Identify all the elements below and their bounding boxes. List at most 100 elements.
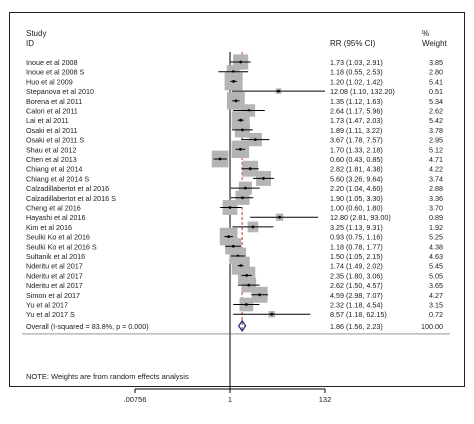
header-study: Study [26,29,46,38]
weight-text: 4.22 [429,165,443,174]
point-estimate [232,80,235,83]
study-label: Calzadillabertot et al 2016 S [26,194,116,203]
point-estimate [244,303,248,306]
weight-text: 2.80 [429,68,443,77]
rr-ci-text: 1.35 (1.12, 1.63) [330,97,383,106]
study-row: Osaki et al 2011 S 3.67 (1.78, 7.57) 2.95 [26,132,443,147]
weight-text: 3.70 [429,204,443,213]
study-row: Calzadillabertot et al 2016 S 1.90 (1.05,… [26,190,443,205]
weight-text: 5.41 [429,77,443,86]
point-estimate [247,283,251,287]
rr-ci-text: 2.35 (1.80, 3.06) [330,271,383,280]
rr-ci-text: 1.00 (0.60, 1.80) [330,204,383,213]
study-label: Simon et al 2017 [26,291,80,300]
weight-text: 5.45 [429,262,443,271]
rr-ci-text: 0.60 (0.43, 0.85) [330,155,383,164]
study-label: Huo et al 2009 [26,77,73,86]
point-estimate [251,225,255,229]
x-tick-label: 1 [228,395,232,404]
rr-ci-text: 1.18 (0.78, 1.77) [330,242,383,251]
weight-text: 0.89 [429,213,443,222]
rr-ci-text: 1.50 (1.05, 2.15) [330,252,383,261]
study-row: Kim et al 2016 3.25 (1.13, 9.31) 1.92 [26,221,443,233]
study-row: Chiang et al 2014 S 5.60 (3.26, 9.64) 3.74 [26,170,443,186]
study-label: Chen et al 2013 [26,155,77,164]
weight-text: 3.78 [429,126,443,135]
point-estimate [253,138,257,142]
rr-ci-text: 0.93 (0.75, 1.16) [330,233,383,242]
study-row: Yu et al 2017 S 8.57 (1.18, 62.15) 0.72 [26,310,443,319]
overall-label: Overall (I-squared = 83.8%, p = 0.000) [26,322,149,331]
rr-ci-text: 1.20 (1.02, 1.42) [330,77,383,86]
rr-ci-text: 3.25 (1.13, 9.31) [330,223,383,232]
point-estimate [270,312,274,316]
rr-ci-text: 1.18 (0.55, 2.53) [330,68,383,77]
study-label: Cheng et al 2016 [26,204,81,213]
point-estimate [231,244,235,248]
x-tick-label: 132 [319,395,332,404]
header-weight: Weight [422,39,448,48]
point-estimate [247,109,251,112]
point-estimate [227,235,231,239]
note-text: NOTE: Weights are from random effects an… [26,372,189,381]
study-label: Yu et al 2017 [26,301,68,310]
weight-text: 3.74 [429,174,443,183]
study-label: Lai et al 2011 [26,116,69,125]
study-row: Borena et al 2011 1.35 (1.12, 1.63) 5.34 [26,91,443,110]
rr-ci-text: 1.70 (1.33, 2.18) [330,145,383,154]
study-row: Chen et al 2013 0.60 (0.43, 0.85) 4.71 [26,150,443,168]
rr-ci-text: 2.64 (1.17, 5.96) [330,107,383,116]
study-row: Cheng et al 2016 1.00 (0.60, 1.80) 3.70 [26,200,443,215]
x-axis: .00756 1 132 [124,388,332,404]
header-rr-ci: RR (95% CI) [330,39,376,48]
study-label: Osaki et al 2011 S [26,136,84,145]
point-estimate [231,70,235,74]
study-label: Nderitu et al 2017 [26,281,83,290]
study-row: Stepanova et al 2010 12.08 (1.10, 132.20)… [26,87,443,96]
study-label: Sultanik et al 2016 [26,252,85,261]
rr-ci-text: 1.73 (1.47, 2.03) [330,116,383,125]
weight-text: 4.63 [429,252,443,261]
rr-ci-text: 2.32 (1.18, 4.54) [330,301,383,310]
weight-text: 5.05 [429,271,443,280]
weight-text: 5.34 [429,97,443,106]
rr-ci-text: 1.74 (1.49, 2.02) [330,262,383,271]
study-row: Chiang et al 2014 2.82 (1.81, 4.38) 4.22 [26,160,443,177]
study-row: Shau et al 2012 1.70 (1.33, 2.18) 5.12 [26,140,443,159]
header-id: ID [26,39,34,48]
study-label: Osaki et al 2011 [26,126,77,135]
study-row: Hayashi et al 2016 12.80 (2.81, 93.00) 0.8… [26,213,443,222]
weight-text: 4.27 [429,291,443,300]
header-layer: Study ID RR (95% CI) % Weight [26,29,448,48]
rr-ci-text: 5.60 (3.26, 9.64) [330,174,383,183]
study-row: Huo et al 2009 1.20 (1.02, 1.42) 5.41 [26,72,443,91]
study-label: Chiang et al 2014 S [26,174,89,183]
x-tick-label: .00756 [124,395,147,404]
weight-text: 5.25 [429,233,443,242]
point-estimate [239,118,243,122]
overall-layer: Overall (I-squared = 83.8%, p = 0.000) 1.… [22,319,450,335]
study-label: Seulki Ko et al 2016 [26,233,90,242]
study-label: Nderitu et al 2017 [26,271,83,280]
rr-ci-text: 8.57 (1.18, 62.15) [330,310,387,319]
study-label: Chiang et al 2014 [26,165,82,174]
point-estimate [238,147,242,151]
overall-diamond [237,319,247,332]
study-label: Shau et al 2012 [26,145,76,154]
weight-text: 0.51 [429,87,443,96]
point-estimate [241,128,244,132]
study-label: Seulki Ko et al 2016 S [26,242,97,251]
point-estimate [248,167,252,171]
study-label: Inoue et al 2008 S [26,68,85,77]
study-label: Hayashi et al 2016 [26,213,86,222]
weight-text: 4.71 [429,155,443,164]
point-estimate [234,99,238,103]
weight-text: 5.12 [429,145,443,154]
point-estimate [278,215,282,219]
point-estimate [239,264,243,268]
point-estimate [218,157,222,161]
rr-ci-text: 2.62 (1.50, 4.57) [330,281,383,290]
study-label: Yu et al 2017 S [26,310,75,319]
point-estimate [258,293,262,297]
